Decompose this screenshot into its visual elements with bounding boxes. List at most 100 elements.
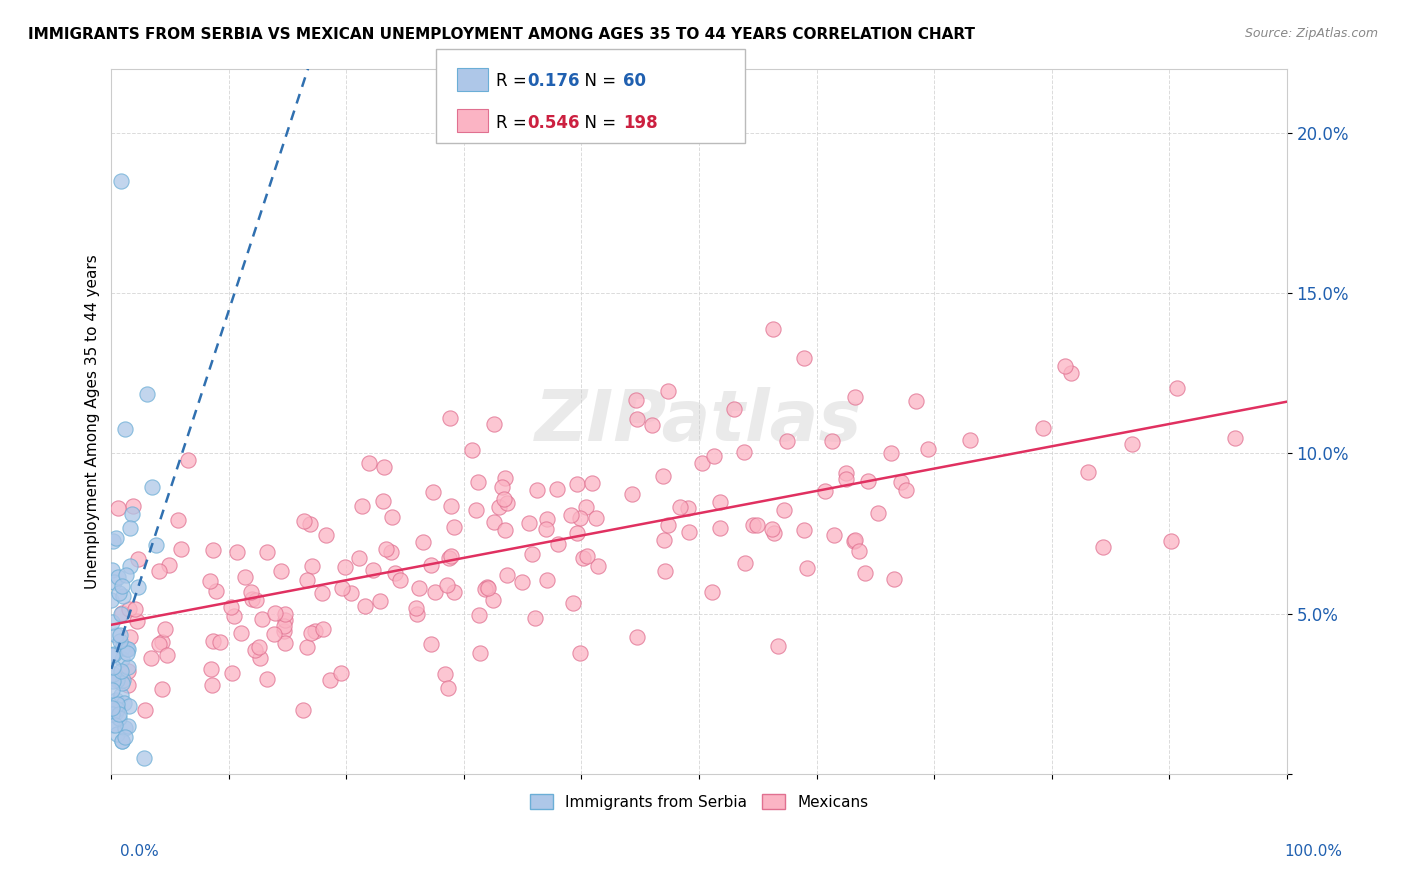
Point [117, 678, 139, 692]
Point [766, 640, 789, 654]
Point [150, 681, 173, 696]
Point [773, 503, 796, 517]
Point [200, 662, 222, 676]
Point [299, 626, 322, 640]
Text: R =: R = [496, 114, 533, 132]
Point [375, 542, 398, 557]
Point [301, 558, 323, 573]
Point [546, 482, 568, 496]
Point [103, 647, 125, 661]
Point [1060, 366, 1083, 380]
Point [420, 637, 443, 651]
Point [347, 551, 370, 566]
Point [111, 578, 134, 592]
Point [114, 721, 136, 735]
Point [273, 636, 295, 650]
Point [299, 516, 322, 531]
Point [134, 703, 156, 717]
Point [491, 480, 513, 494]
Point [104, 718, 127, 732]
Point [141, 480, 163, 494]
Point [482, 515, 505, 529]
Point [461, 443, 484, 458]
Point [110, 628, 132, 642]
Point [294, 514, 316, 528]
Point [474, 582, 496, 596]
Point [202, 634, 225, 648]
Text: N =: N = [574, 114, 621, 132]
Point [624, 393, 647, 408]
Point [880, 446, 903, 460]
Point [330, 666, 353, 681]
Point [547, 537, 569, 551]
Point [311, 586, 333, 600]
Point [585, 510, 607, 524]
Text: N =: N = [574, 72, 621, 90]
Point [170, 542, 193, 557]
Point [494, 471, 516, 485]
Point [124, 602, 146, 616]
Point [135, 386, 157, 401]
Point [572, 550, 595, 565]
Point [157, 558, 180, 572]
Point [496, 496, 519, 510]
Point [249, 650, 271, 665]
Point [353, 599, 375, 613]
Point [408, 581, 430, 595]
Point [117, 665, 139, 679]
Point [156, 648, 179, 662]
Point [340, 586, 363, 600]
Text: IMMIGRANTS FROM SERBIA VS MEXICAN UNEMPLOYMENT AMONG AGES 35 TO 44 YEARS CORRELA: IMMIGRANTS FROM SERBIA VS MEXICAN UNEMPL… [28, 27, 976, 42]
Point [405, 607, 427, 621]
Point [201, 678, 224, 692]
Point [101, 701, 124, 715]
Point [103, 667, 125, 681]
Point [145, 538, 167, 552]
Point [209, 635, 232, 649]
Point [482, 417, 505, 431]
Point [678, 500, 700, 515]
Point [848, 544, 870, 558]
Point [103, 574, 125, 589]
Text: Source: ZipAtlas.com: Source: ZipAtlas.com [1244, 27, 1378, 40]
Text: 0.0%: 0.0% [120, 845, 159, 859]
Point [107, 570, 129, 584]
Point [439, 550, 461, 565]
Point [814, 484, 837, 499]
Text: 198: 198 [623, 114, 658, 132]
Point [856, 474, 879, 488]
Point [256, 545, 278, 559]
Point [101, 683, 124, 698]
Point [651, 469, 673, 483]
Point [105, 531, 128, 545]
Point [118, 602, 141, 616]
Point [641, 417, 664, 432]
Point [292, 703, 315, 717]
Point [626, 411, 648, 425]
Point [1160, 534, 1182, 549]
Point [762, 525, 785, 540]
Point [467, 475, 489, 489]
Point [883, 572, 905, 586]
Point [201, 543, 224, 558]
Point [150, 635, 173, 649]
Point [108, 707, 131, 722]
Point [295, 640, 318, 655]
Point [117, 660, 139, 674]
Point [440, 500, 463, 514]
Point [110, 733, 132, 747]
Point [127, 614, 149, 628]
Point [761, 522, 783, 536]
Point [104, 705, 127, 719]
Point [224, 609, 246, 624]
Point [333, 559, 356, 574]
Point [762, 322, 785, 336]
Point [420, 558, 443, 572]
Point [776, 434, 799, 448]
Point [389, 573, 412, 587]
Point [240, 585, 263, 599]
Text: 0.546: 0.546 [527, 114, 579, 132]
Point [105, 673, 128, 688]
Text: 100.0%: 100.0% [1285, 845, 1343, 859]
Point [112, 673, 135, 687]
